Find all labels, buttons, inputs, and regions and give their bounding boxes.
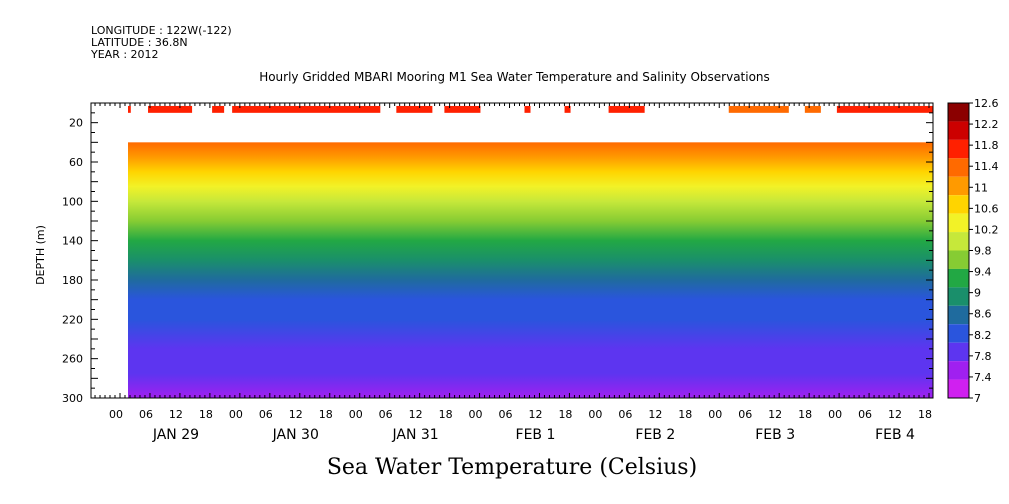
x-tick-label: 00	[708, 408, 722, 421]
year-label: YEAR : 2012	[91, 48, 159, 61]
latitude-label: LATITUDE : 36.8N	[91, 36, 188, 49]
colorbar-label: 7	[974, 392, 981, 405]
x-day-label: FEB 4	[875, 427, 915, 443]
x-tick-label: 06	[858, 408, 872, 421]
colorbar-swatch	[948, 379, 969, 398]
x-tick-label: 00	[828, 408, 842, 421]
colorbar-swatch	[948, 324, 969, 343]
x-tick-label: 18	[558, 408, 572, 421]
colorbar-label: 10.6	[974, 202, 999, 215]
x-tick-label: 06	[259, 408, 273, 421]
chart-title: Hourly Gridded MBARI Mooring M1 Sea Wate…	[259, 70, 770, 84]
surface-band	[232, 105, 381, 113]
surface-band	[804, 105, 821, 113]
surface-band	[728, 105, 789, 113]
x-tick-label: 12	[409, 408, 423, 421]
y-axis-label: DEPTH (m)	[34, 225, 47, 285]
x-tick-label: 00	[588, 408, 602, 421]
x-tick-label: 18	[319, 408, 333, 421]
x-day-label: FEB 1	[516, 427, 556, 443]
x-tick-label: 18	[439, 408, 453, 421]
colorbar-swatch	[948, 103, 969, 122]
colorbar-swatch	[948, 268, 969, 288]
surface-band	[836, 105, 933, 113]
colorbar-swatch	[948, 195, 969, 214]
colorbar-label: 11.8	[974, 139, 999, 152]
colorbar-swatch	[948, 342, 969, 362]
x-tick-label: 00	[229, 408, 243, 421]
x-tick-label: 12	[528, 408, 542, 421]
colorbar-label: 9.8	[974, 245, 992, 258]
surface-band	[128, 105, 131, 113]
surface-band	[148, 105, 193, 113]
colorbar-label: 8.6	[974, 308, 992, 321]
x-day-label: JAN 31	[392, 427, 439, 443]
x-tick-label: 06	[499, 408, 513, 421]
x-tick-label: 12	[648, 408, 662, 421]
x-tick-label: 12	[289, 408, 303, 421]
colorbar-label: 7.4	[974, 371, 992, 384]
x-tick-label: 12	[768, 408, 782, 421]
x-tick-label: 12	[169, 408, 183, 421]
x-day-label: JAN 29	[152, 427, 199, 443]
y-tick-label: 140	[62, 235, 83, 248]
y-tick-label: 60	[69, 156, 83, 169]
x-tick-label: 18	[678, 408, 692, 421]
bottom-title: Sea Water Temperature (Celsius)	[326, 455, 698, 480]
x-tick-label: 00	[109, 408, 123, 421]
colorbar-label: 8.2	[974, 329, 992, 342]
colorbar-label: 7.8	[974, 350, 992, 363]
x-tick-label: 06	[379, 408, 393, 421]
colorbar-swatch	[948, 250, 969, 269]
colorbar-label: 10.2	[974, 223, 999, 236]
colorbar-label: 11.4	[974, 160, 999, 173]
colorbar-swatch	[948, 361, 969, 380]
colorbar-label: 11	[974, 181, 988, 194]
colorbar-swatch	[948, 158, 969, 177]
x-tick-label: 06	[738, 408, 752, 421]
y-tick-label: 100	[62, 195, 83, 208]
x-day-label: JAN 30	[272, 427, 319, 443]
x-tick-label: 18	[798, 408, 812, 421]
x-tick-label: 00	[469, 408, 483, 421]
surface-band	[564, 105, 571, 113]
surface-band	[608, 105, 645, 113]
colorbar-label: 9.4	[974, 266, 992, 279]
y-tick-label: 20	[69, 117, 83, 130]
surface-band	[212, 105, 225, 113]
colorbar-label: 9	[974, 287, 981, 300]
colorbar-label: 12.2	[974, 118, 999, 131]
x-tick-label: 12	[888, 408, 902, 421]
colorbar-swatch	[948, 121, 969, 140]
x-tick-label: 18	[918, 408, 932, 421]
surface-band	[396, 105, 433, 113]
y-tick-label: 220	[62, 313, 83, 326]
longitude-label: LONGITUDE : 122W(-122)	[91, 24, 232, 37]
y-tick-label: 300	[62, 392, 83, 405]
x-day-label: FEB 3	[755, 427, 795, 443]
surface-band	[524, 105, 531, 113]
colorbar-swatch	[948, 176, 969, 196]
x-tick-label: 00	[349, 408, 363, 421]
x-tick-label: 18	[199, 408, 213, 421]
y-tick-label: 260	[62, 353, 83, 366]
colorbar-swatch	[948, 139, 969, 159]
colorbar-swatch	[948, 305, 969, 325]
x-day-label: FEB 2	[635, 427, 675, 443]
surface-band	[444, 105, 481, 113]
colorbar-swatch	[948, 213, 969, 233]
colorbar-swatch	[948, 232, 969, 251]
colorbar-swatch	[948, 287, 969, 306]
y-tick-label: 180	[62, 274, 83, 287]
x-tick-label: 06	[618, 408, 632, 421]
x-tick-label: 06	[139, 408, 153, 421]
temperature-field	[128, 142, 933, 398]
colorbar-label: 12.6	[974, 97, 999, 110]
